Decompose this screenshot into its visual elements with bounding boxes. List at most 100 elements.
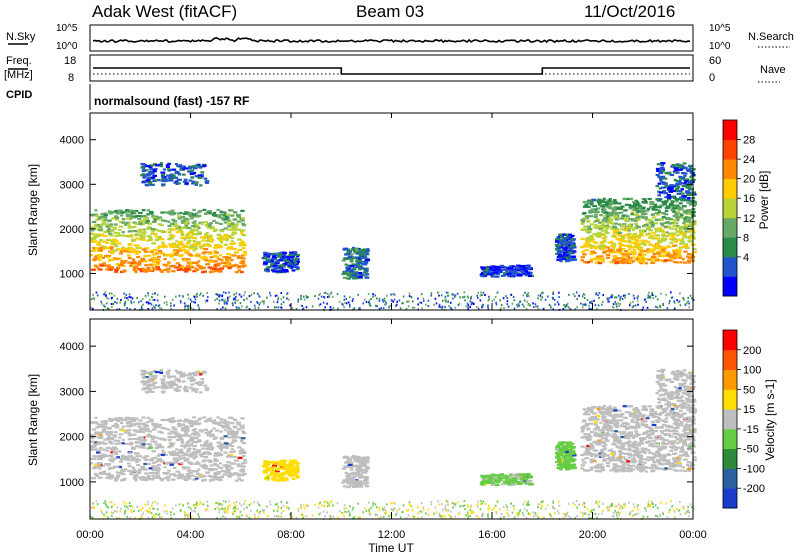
power-cell	[605, 214, 610, 217]
velocity-cell	[121, 429, 126, 432]
power-clutter-cell	[503, 307, 505, 309]
power-clutter-cell	[263, 302, 265, 305]
velocity-cell	[224, 446, 229, 450]
power-cell	[685, 246, 690, 249]
velocity-cell	[192, 478, 197, 481]
velocity-cell	[91, 437, 95, 440]
power-clutter-cell	[539, 294, 542, 297]
power-cell	[227, 220, 232, 223]
power-cell	[154, 167, 158, 171]
power-clutter-cell	[491, 300, 494, 303]
power-cell	[630, 250, 635, 254]
power-cell	[157, 179, 161, 182]
velocity-cell	[355, 468, 359, 471]
velocity-cell	[110, 460, 114, 463]
velocity-cell	[109, 437, 115, 440]
power-cell	[661, 239, 667, 242]
power-clutter-cell	[692, 299, 695, 301]
velocity-cell	[142, 446, 146, 449]
power-cell	[176, 182, 181, 185]
velocity-cell	[356, 456, 361, 459]
power-cell	[634, 213, 639, 216]
velocity-cell	[272, 460, 277, 463]
power-clutter-cell	[611, 305, 614, 308]
power-cell	[608, 211, 612, 214]
power-cell	[623, 214, 628, 217]
power-cell	[193, 245, 198, 248]
power-cell	[267, 266, 272, 269]
power-cell	[638, 257, 643, 260]
power-clutter-cell	[369, 304, 372, 307]
power-cell	[228, 224, 234, 227]
velocity-cell	[232, 450, 236, 453]
y-tick-label: 3000	[60, 179, 84, 191]
velocity-cell	[130, 456, 136, 459]
power-cell	[156, 238, 160, 241]
power-cell	[618, 211, 624, 214]
power-clutter-cell	[347, 301, 350, 304]
power-cell	[688, 184, 692, 187]
power-clutter-cell	[528, 295, 530, 298]
velocity-cell	[342, 485, 348, 488]
power-cell	[592, 241, 597, 244]
power-clutter-cell	[568, 293, 570, 296]
power-cell	[675, 261, 680, 264]
power-clutter-cell	[466, 302, 469, 305]
date-title: 11/Oct/2016	[584, 2, 675, 21]
power-cell	[295, 253, 300, 257]
power-cell	[137, 223, 143, 226]
power-cell	[358, 276, 363, 279]
power-cell	[223, 243, 228, 246]
velocity-cell	[143, 458, 149, 461]
velocity-cell	[226, 468, 231, 471]
power-cell	[627, 229, 631, 232]
power-clutter-cell	[479, 294, 482, 297]
power-clutter-cell	[534, 303, 537, 306]
power-cell	[626, 233, 632, 236]
power-cell	[663, 192, 669, 195]
power-cell	[114, 234, 119, 237]
power-clutter-cell	[348, 303, 351, 306]
power-clutter-cell	[654, 295, 657, 298]
power-clutter-cell	[323, 292, 326, 295]
power-cell	[172, 250, 177, 253]
velocity-cell	[160, 437, 165, 441]
velocity-cell	[267, 461, 271, 464]
power-clutter-cell	[614, 296, 616, 299]
velocity-cell	[352, 485, 357, 488]
power-cell	[657, 182, 662, 185]
power-clutter-cell	[620, 296, 622, 299]
power-cell	[643, 224, 649, 227]
velocity-cell	[136, 438, 141, 441]
power-cell	[693, 223, 697, 226]
velocity-cell	[192, 437, 198, 440]
power-cell	[180, 242, 184, 246]
power-cell	[202, 270, 207, 273]
power-cell	[597, 198, 601, 201]
power-cell	[364, 269, 369, 272]
velocity-cell	[187, 439, 193, 442]
power-cell	[207, 223, 212, 226]
power-clutter-cell	[506, 300, 509, 303]
velocity-cell	[216, 422, 222, 425]
power-cell	[152, 253, 156, 256]
power-cell	[659, 259, 663, 262]
power-cell	[230, 237, 235, 240]
power-cell	[626, 255, 630, 258]
velocity-cell	[190, 383, 195, 386]
velocity-cell	[113, 435, 117, 438]
power-clutter-cell	[341, 302, 343, 305]
power-cell	[665, 217, 669, 220]
power-clutter-cell	[221, 298, 224, 301]
power-clutter-cell	[602, 294, 604, 297]
power-cell	[516, 264, 520, 267]
power-cell	[657, 199, 662, 202]
velocity-cell	[219, 418, 224, 421]
power-cell	[632, 232, 637, 236]
power-clutter-cell	[200, 292, 202, 295]
power-clutter-cell	[540, 298, 542, 301]
velocity-cell	[152, 461, 156, 464]
power-cell	[673, 228, 678, 231]
power-clutter-cell	[106, 307, 109, 310]
